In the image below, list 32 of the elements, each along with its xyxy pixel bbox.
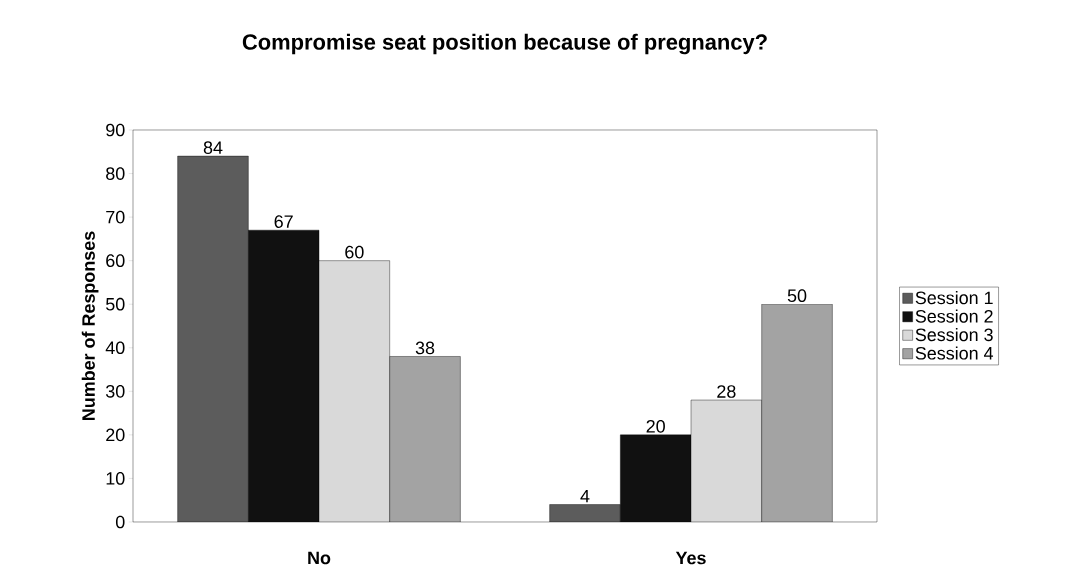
bar: [248, 229, 320, 522]
bar: [549, 504, 621, 522]
data-label: 67: [274, 215, 293, 228]
y-axis-title: Number of Responses: [81, 231, 99, 420]
legend-label: Session 4: [915, 346, 994, 360]
legend-label: Session 1: [915, 291, 993, 305]
data-label: 4: [580, 490, 590, 503]
data-label: 20: [646, 419, 665, 433]
data-label: 60: [345, 245, 364, 259]
y-tick-label: 60: [106, 254, 125, 267]
bar: [318, 260, 390, 522]
data-label: 28: [717, 385, 736, 398]
x-tick-label: Yes: [675, 551, 706, 565]
legend-label: Session 3: [915, 327, 993, 342]
y-tick-label: 10: [106, 472, 125, 485]
bar: [690, 399, 762, 522]
y-tick-label: 90: [106, 123, 125, 137]
x-tick-label: No: [308, 551, 331, 565]
chart-title: Compromise seat position because of pregnancy?: [242, 33, 767, 55]
bar: [620, 434, 692, 522]
data-label: 38: [415, 341, 435, 355]
y-tick-label: 30: [105, 384, 125, 398]
y-tick-label: 40: [105, 341, 125, 355]
data-label: 50: [787, 289, 807, 303]
y-tick-label: 20: [106, 428, 125, 442]
y-tick-label: 80: [106, 167, 125, 180]
y-tick-label: 50: [106, 297, 125, 311]
y-tick-label: 70: [106, 210, 125, 224]
bar: [177, 155, 249, 522]
legend-label: Session 2: [915, 309, 993, 323]
data-label: 84: [203, 141, 223, 154]
y-tick-label: 0: [115, 515, 125, 529]
